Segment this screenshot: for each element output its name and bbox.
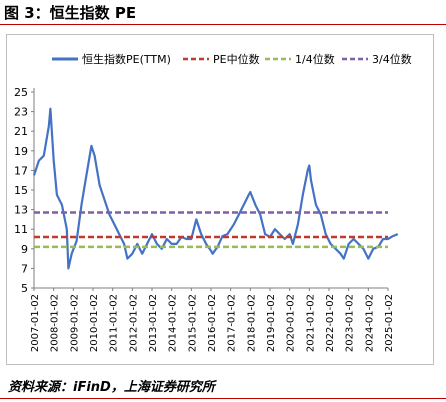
x-tick-label: 2016-01-02 [207,294,218,352]
pe-line-chart: 5 7 9 11 13 15 17 19 21 23 25 2007-01-02 2008-01-02 2… [14,52,412,352]
x-tick-label: 2013-01-02 [148,294,159,352]
legend-label-0: 恒生指数PE(TTM) [82,52,171,66]
x-tick-label: 2022-01-02 [325,294,336,352]
y-tick-label: 11 [14,223,28,236]
legend-label-1: PE中位数 [213,52,260,66]
y-tick-label: 13 [14,204,28,217]
bottom-divider [0,398,446,399]
y-tick-label: 5 [21,282,28,295]
x-tick-label: 2008-01-02 [50,294,61,352]
x-tick-label: 2007-01-02 [30,294,41,352]
x-tick-label: 2015-01-02 [187,294,198,352]
y-tick-label: 19 [14,145,28,158]
legend-label-3: 3/4位数 [372,52,412,66]
y-tick-label: 23 [14,106,28,119]
y-tick-label: 21 [14,125,28,138]
pe-series-line [32,107,399,270]
x-tick-label: 2018-01-02 [246,294,257,352]
title-divider [0,24,446,25]
legend-label-2: 1/4位数 [295,52,335,66]
x-tick-label: 2021-01-02 [305,294,316,352]
chart-frame [6,34,434,365]
x-tick-label: 2024-01-02 [364,294,375,352]
x-tick-label: 2011-01-02 [109,294,120,352]
x-tick-label: 2014-01-02 [168,294,179,352]
x-tick-label: 2017-01-02 [227,294,238,352]
y-tick-label: 17 [14,164,28,177]
y-tick-label: 15 [14,184,28,197]
figure-title: 图 3：恒生指数 PE [4,4,137,22]
x-tick-label: 2020-01-02 [286,294,297,352]
y-tick-label: 9 [21,243,28,256]
x-tick-label: 2010-01-02 [89,294,100,352]
x-tick-label: 2023-01-02 [345,294,356,352]
source-note: 资料来源：iFinD，上海证券研究所 [8,380,215,395]
y-tick-label: 7 [21,262,28,275]
x-tick-label: 2009-01-02 [69,294,80,352]
x-tick-label: 2025-01-02 [384,294,395,352]
x-tick-label: 2012-01-02 [128,294,139,352]
y-tick-label: 25 [14,86,28,99]
x-tick-label: 2019-01-02 [266,294,277,352]
